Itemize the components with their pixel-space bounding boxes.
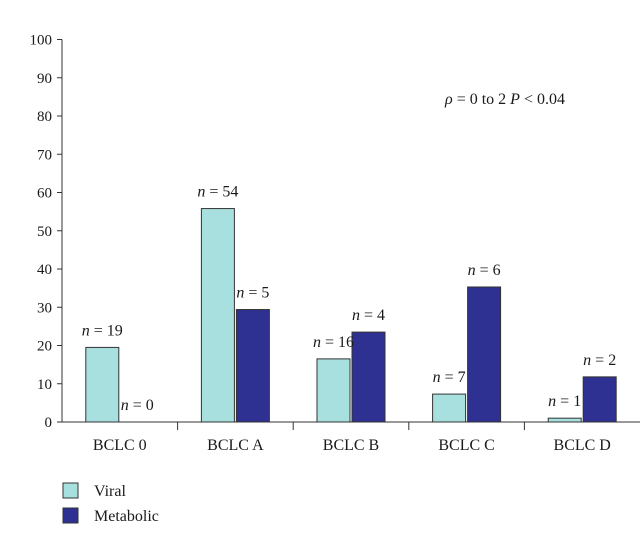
annotation-text: ρ = 0 to 2 P < 0.04 <box>444 91 565 108</box>
data-label: n = 6 <box>468 262 501 279</box>
data-label: n = 0 <box>121 397 154 414</box>
data-label: n = 7 <box>433 369 466 386</box>
y-tick-label: 70 <box>37 147 52 163</box>
legend-label-viral: Viral <box>94 483 126 500</box>
x-tick-label: BCLC B <box>323 437 379 454</box>
data-label: n = 54 <box>197 184 238 201</box>
data-label: n = 4 <box>352 307 385 324</box>
bar-metabolic <box>467 286 502 423</box>
bar-metabolic <box>235 309 270 423</box>
bar-metabolic <box>582 376 617 423</box>
bars <box>85 208 617 423</box>
data-label: n = 1 <box>548 393 581 410</box>
data-label: n = 2 <box>583 352 616 369</box>
bar-viral <box>547 417 582 423</box>
x-tick-label: BCLC C <box>438 437 494 454</box>
y-tick-label: 40 <box>37 262 52 278</box>
y-tick-label: 50 <box>37 224 52 240</box>
axes: 0 10 20 30 40 50 60 70 80 90 100 BCLC 0 BCLC A BCLC B… <box>30 33 640 454</box>
y-tick-label: 100 <box>30 33 53 49</box>
y-tick-label: 10 <box>37 377 52 393</box>
legend-label-metabolic: Metabolic <box>94 508 159 525</box>
data-labels: n = 19 n = 0 n = 54 n = 5 n = 16 n = 4 n = 7 n … <box>82 184 616 414</box>
legend: Viral Metabolic <box>62 482 159 525</box>
y-tick-label: 30 <box>37 300 52 316</box>
x-tick-label: BCLC 0 <box>93 437 147 454</box>
bar-metabolic <box>351 331 386 423</box>
data-label: n = 5 <box>236 285 269 302</box>
legend-swatch-metabolic <box>62 507 79 524</box>
data-label: n = 19 <box>82 322 123 339</box>
y-tick-label: 90 <box>37 71 52 87</box>
y-tick-label: 20 <box>37 339 52 355</box>
bar-viral <box>85 346 120 423</box>
bar-viral <box>316 358 351 423</box>
y-tick-label: 0 <box>45 415 53 431</box>
y-tick-label: 80 <box>37 109 52 125</box>
bar-viral <box>200 208 235 423</box>
legend-swatch-viral <box>62 482 79 499</box>
y-tick-label: 60 <box>37 186 52 202</box>
bar-viral <box>432 393 467 423</box>
x-tick-label: BCLC A <box>207 437 264 454</box>
x-tick-label: BCLC D <box>554 437 611 454</box>
data-label: n = 16 <box>313 334 354 351</box>
